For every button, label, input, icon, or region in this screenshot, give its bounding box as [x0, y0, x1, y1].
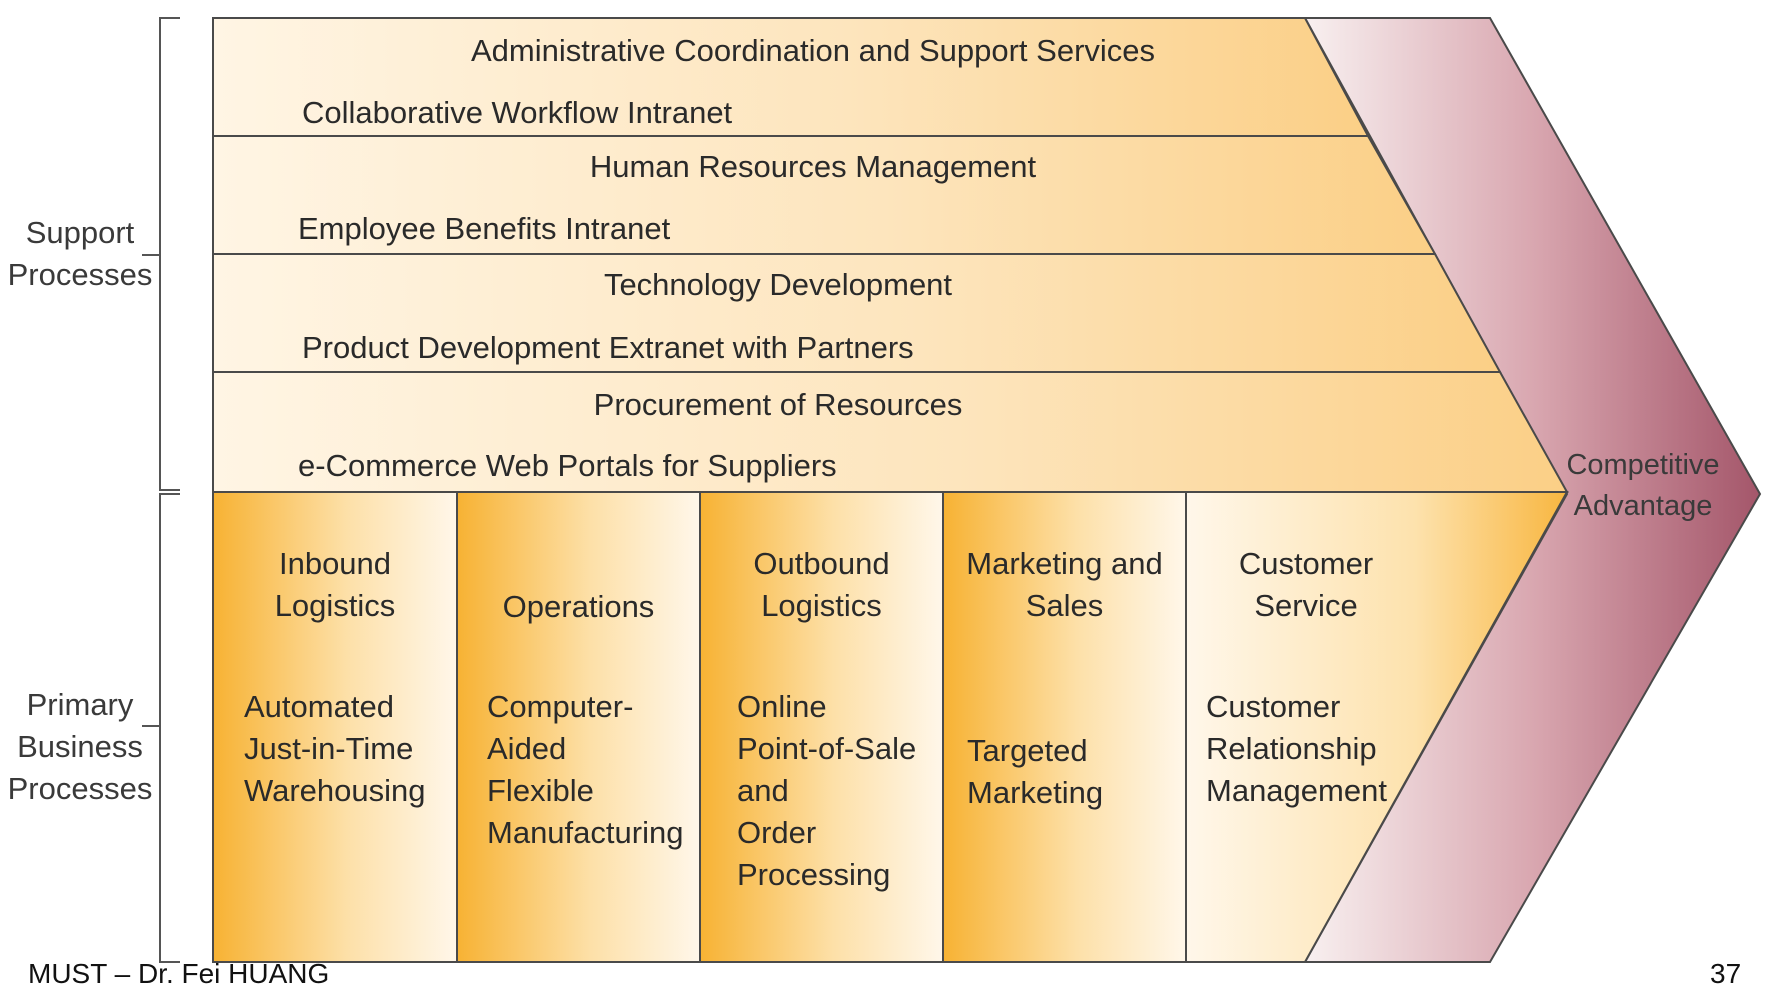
primary-activity-3: Outbound Logistics	[753, 546, 890, 623]
competitive-advantage-label: Competitive Advantage	[1566, 449, 1720, 522]
support-application-2: Employee Benefits Intranet	[298, 211, 671, 246]
support-activity-2: Human Resources Management	[589, 149, 1037, 184]
support-application-3: Product Development Extranet with Partne…	[302, 330, 914, 365]
primary-application-4: Targeted Marketing	[967, 733, 1104, 810]
support-application-1: Collaborative Workflow Intranet	[302, 95, 733, 130]
primary-activity-2: Operations	[502, 589, 655, 624]
support-processes-label: Support Processes	[7, 215, 153, 292]
support-activity-1: Administrative Coordination and Support …	[470, 33, 1156, 68]
primary-activity-1: Inbound Logistics	[274, 546, 396, 623]
primary-activity-4: Marketing and Sales	[966, 546, 1163, 623]
primary-application-3: Online Point-of-Sale and Order Processin…	[737, 689, 917, 892]
page-number: 37	[1710, 958, 1742, 989]
primary-application-2: Computer- Aided Flexible Manufacturing	[487, 689, 684, 850]
support-activity-4: Procurement of Resources	[593, 387, 963, 422]
primary-application-5: Customer Relationship Management	[1206, 689, 1387, 808]
primary-application-1: Automated Just-in-Time Warehousing	[244, 689, 426, 808]
primary-bracket	[142, 493, 180, 963]
primary-column-4	[942, 491, 1187, 963]
support-activity-3: Technology Development	[603, 267, 953, 302]
support-application-4: e-Commerce Web Portals for Suppliers	[298, 448, 837, 483]
primary-column-1	[212, 491, 458, 963]
primary-processes-label: Primary Business Processes	[7, 687, 153, 806]
support-bracket	[142, 17, 180, 491]
primary-activity-5: Customer Service	[1238, 546, 1374, 623]
primary-column-5	[1185, 491, 1569, 963]
footer-credit: MUST – Dr. Fei HUANG	[28, 958, 330, 989]
